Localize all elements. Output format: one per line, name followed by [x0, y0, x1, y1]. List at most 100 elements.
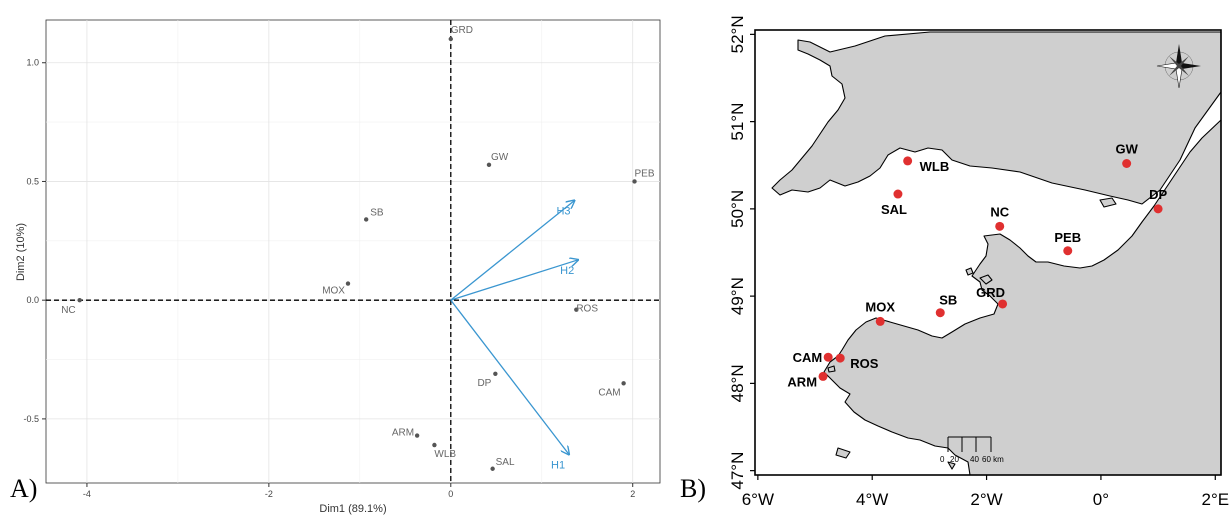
point-arm — [414, 433, 420, 438]
lat-tick-label: 47°N — [728, 452, 747, 490]
site-label-grd: GRD — [976, 285, 1005, 300]
point-label-dp: DP — [477, 378, 491, 389]
site-label-nc: NC — [990, 204, 1009, 219]
point-label-gw: GW — [491, 152, 509, 163]
point-sal — [490, 466, 495, 471]
x-tick-label: 2 — [630, 489, 635, 499]
point-label-arm: ARM — [392, 428, 414, 439]
point-label-ros: ROS — [576, 304, 598, 315]
land-great-britain — [771, 31, 1222, 205]
lat-tick-label: 49°N — [728, 277, 747, 315]
x-tick-label: -2 — [265, 489, 273, 499]
point-label-nc: NC — [61, 305, 75, 316]
scale-bar: 0 20 40 60 km — [940, 436, 1004, 464]
point-gw — [486, 162, 492, 168]
site-label-sb: SB — [939, 293, 957, 308]
site-dp — [1153, 204, 1163, 214]
site-label-arm: ARM — [787, 374, 817, 389]
point-peb — [632, 179, 637, 184]
land-france — [823, 119, 1222, 476]
loading-arrow-h1 — [450, 299, 569, 454]
lat-tick-label: 50°N — [728, 190, 747, 228]
loading-arrow-h2 — [450, 260, 578, 301]
lon-tick-label: 2°E — [1201, 490, 1229, 509]
site-gw — [1122, 159, 1132, 168]
land-jersey — [979, 274, 993, 285]
x-tick-label: 0 — [448, 489, 453, 499]
panel-label-b: B) — [680, 474, 706, 503]
point-label-wlb: WLB — [434, 449, 456, 460]
point-label-sal: SAL — [496, 457, 515, 468]
site-map: 6°W 4°W 2°W 0° 2°E 47°N 48°N 49°N 50°N 51°N 52°N W… — [728, 15, 1229, 509]
land-sein — [835, 447, 851, 459]
lat-tick-label: 48°N — [728, 364, 747, 402]
point-label-cam: CAM — [598, 387, 620, 398]
panel-label-a: A) — [10, 474, 38, 503]
map-frame — [754, 29, 1222, 476]
point-label-grd: GRD — [451, 25, 473, 36]
site-label-peb: PEB — [1054, 230, 1081, 245]
site-sb — [935, 308, 945, 318]
site-label-wlb: WLB — [920, 159, 950, 174]
site-label-dp: DP — [1149, 187, 1167, 202]
point-label-mox: MOX — [322, 286, 345, 297]
point-sb — [363, 217, 369, 222]
land-ushant — [827, 365, 836, 373]
site-nc — [995, 221, 1005, 231]
pca-x-axis-label: Dim1 (89.1%) — [319, 503, 386, 515]
scale-bar-tick-0: 0 — [940, 455, 945, 464]
y-tick-label: 0.0 — [26, 295, 39, 305]
y-tick-label: -0.5 — [23, 414, 39, 424]
map-sites: WLB SAL GW DP NC PEB GRD SB MOX CAM ROS ARM — [787, 142, 1167, 390]
site-label-mox: MOX — [865, 299, 895, 314]
pca-reference-lines — [46, 20, 660, 483]
loading-label-h2: H2 — [560, 265, 574, 277]
pca-points: GRD GW PEB SB MOX NC ROS DP CAM ARM WLB SAL — [61, 25, 655, 471]
site-peb — [1063, 246, 1073, 256]
pca-grid — [46, 20, 660, 483]
pca-ticks: -4 -2 0 2 -0.5 0.0 0.5 1.0 — [23, 58, 635, 499]
point-ros — [574, 307, 579, 312]
scale-bar-tick-40: 40 — [970, 455, 979, 464]
scale-bar-tick-20: 20 — [950, 455, 959, 464]
land-isle-of-wight — [1099, 197, 1117, 208]
site-label-ros: ROS — [850, 356, 879, 371]
point-cam — [621, 381, 626, 386]
point-label-sb: SB — [370, 207, 384, 218]
point-label-peb: PEB — [635, 168, 655, 179]
loading-label-h1: H1 — [551, 460, 565, 472]
y-tick-label: 0.5 — [26, 176, 39, 186]
site-label-cam: CAM — [793, 350, 823, 365]
site-cam — [823, 352, 833, 362]
site-mox — [875, 316, 885, 326]
lon-tick-label: 4°W — [856, 490, 888, 509]
site-ros — [835, 353, 845, 363]
map-ticks: 6°W 4°W 2°W 0° 2°E 47°N 48°N 49°N 50°N 51°N 52°N — [728, 15, 1229, 509]
point-nc — [77, 297, 82, 303]
compass-rose-icon — [1156, 44, 1201, 89]
map-land — [771, 31, 1222, 476]
lon-tick-label: 2°W — [970, 490, 1002, 509]
site-wlb — [903, 156, 913, 166]
loading-label-h3: H3 — [556, 205, 570, 217]
land-guernsey — [965, 267, 974, 276]
point-mox — [345, 281, 351, 286]
loading-arrow-h3 — [450, 200, 575, 301]
site-grd — [998, 299, 1008, 309]
site-label-gw: GW — [1115, 142, 1138, 157]
lon-tick-label: 0° — [1093, 490, 1109, 509]
pca-panel-border — [45, 19, 661, 484]
scale-bar-tick-60: 60 km — [982, 455, 1004, 464]
lat-tick-label: 51°N — [728, 103, 747, 141]
site-sal — [893, 189, 903, 199]
pca-arrows: H3 H2 H1 — [450, 200, 578, 472]
point-dp — [493, 371, 498, 376]
pca-y-axis-label: Dim2 (10%) — [15, 223, 27, 281]
lon-tick-label: 6°W — [742, 490, 774, 509]
point-wlb — [432, 442, 437, 448]
site-arm — [818, 371, 828, 381]
lat-tick-label: 52°N — [728, 15, 747, 53]
land-groix — [947, 461, 956, 470]
point-grd — [448, 36, 453, 42]
